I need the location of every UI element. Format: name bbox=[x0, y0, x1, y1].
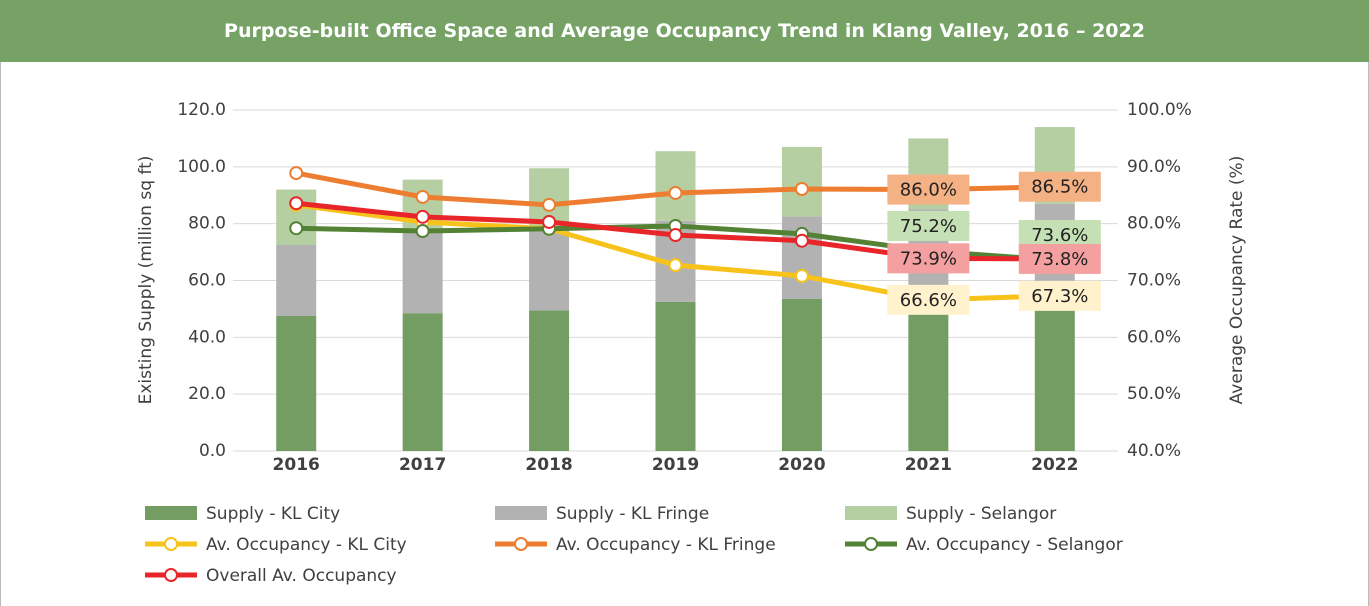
legend-marker bbox=[514, 537, 528, 551]
marker bbox=[542, 197, 557, 212]
marker bbox=[289, 166, 304, 181]
y2-tick-label: 50.0% bbox=[1127, 384, 1181, 404]
marker bbox=[794, 181, 809, 196]
legend-label: Overall Av. Occupancy bbox=[206, 566, 397, 586]
data-label-box bbox=[1018, 243, 1101, 274]
legend-swatch bbox=[495, 506, 547, 520]
y-tick-label: 20.0 bbox=[188, 384, 226, 404]
marker bbox=[794, 268, 809, 283]
x-tick-label: 2022 bbox=[1031, 455, 1078, 475]
data-label: 66.6% bbox=[900, 290, 957, 311]
y-tick-label: 0.0 bbox=[199, 441, 226, 461]
x-tick-label: 2016 bbox=[273, 455, 320, 475]
data-label-box bbox=[1018, 171, 1101, 202]
bar bbox=[276, 316, 317, 451]
bar bbox=[402, 230, 443, 314]
legend-marker bbox=[164, 537, 178, 551]
y2-tick-label: 80.0% bbox=[1127, 214, 1181, 234]
marker bbox=[415, 209, 430, 224]
data-label-box bbox=[887, 174, 970, 205]
y-tick-label: 60.0 bbox=[188, 271, 226, 291]
legend-marker bbox=[164, 568, 178, 582]
x-tick-label: 2019 bbox=[652, 455, 699, 475]
y2-tick-label: 90.0% bbox=[1127, 157, 1181, 177]
chart-title: Purpose-built Office Space and Average O… bbox=[0, 0, 1369, 62]
bar bbox=[529, 226, 570, 311]
bar bbox=[276, 244, 317, 317]
data-label: 86.0% bbox=[900, 180, 957, 201]
data-label: 75.2% bbox=[900, 216, 957, 237]
legend-marker bbox=[864, 537, 878, 551]
marker bbox=[542, 214, 557, 229]
y-tick-label: 100.0 bbox=[177, 157, 226, 177]
y2-axis-title: Average Occupancy Rate (%) bbox=[1227, 156, 1247, 405]
x-tick-label: 2021 bbox=[905, 455, 952, 475]
marker bbox=[668, 228, 683, 243]
bar bbox=[1034, 291, 1075, 451]
data-label: 86.5% bbox=[1031, 177, 1088, 198]
legend-swatch bbox=[845, 506, 897, 520]
marker bbox=[289, 221, 304, 236]
y2-tick-label: 100.0% bbox=[1127, 100, 1192, 120]
legend-label: Av. Occupancy - Selangor bbox=[906, 535, 1123, 555]
bar bbox=[781, 298, 822, 451]
y2-tick-label: 70.0% bbox=[1127, 271, 1181, 291]
legend-label: Av. Occupancy - KL City bbox=[206, 535, 407, 555]
data-label: 73.6% bbox=[1031, 225, 1088, 246]
y2-tick-label: 40.0% bbox=[1127, 441, 1181, 461]
bar bbox=[908, 294, 949, 451]
bar bbox=[781, 146, 822, 217]
bar bbox=[402, 313, 443, 451]
y-tick-label: 40.0 bbox=[188, 327, 226, 347]
marker bbox=[668, 258, 683, 273]
marker bbox=[668, 185, 683, 200]
data-label-box bbox=[887, 210, 970, 241]
data-label: 73.9% bbox=[900, 248, 957, 269]
legend-swatch bbox=[145, 506, 197, 520]
x-tick-label: 2018 bbox=[525, 455, 572, 475]
marker bbox=[289, 196, 304, 211]
data-label-box bbox=[887, 243, 970, 274]
data-label: 73.8% bbox=[1031, 249, 1088, 270]
x-tick-label: 2020 bbox=[778, 455, 825, 475]
y-axis-title: Existing Supply (million sq ft) bbox=[136, 156, 156, 405]
y-tick-label: 120.0 bbox=[177, 100, 226, 120]
legend-label: Supply - Selangor bbox=[906, 504, 1056, 524]
legend-label: Av. Occupancy - KL Fringe bbox=[556, 535, 776, 555]
legend-label: Supply - KL City bbox=[206, 504, 340, 524]
y2-tick-label: 60.0% bbox=[1127, 327, 1181, 347]
x-tick-label: 2017 bbox=[399, 455, 446, 475]
data-label: 67.3% bbox=[1031, 286, 1088, 307]
data-label-box bbox=[887, 284, 970, 315]
data-label-box bbox=[1018, 280, 1101, 311]
marker bbox=[415, 189, 430, 204]
bar bbox=[529, 310, 570, 451]
bar bbox=[655, 301, 696, 451]
marker bbox=[794, 233, 809, 248]
y-tick-label: 80.0 bbox=[188, 214, 226, 234]
legend-label: Supply - KL Fringe bbox=[556, 504, 709, 524]
marker bbox=[415, 224, 430, 239]
